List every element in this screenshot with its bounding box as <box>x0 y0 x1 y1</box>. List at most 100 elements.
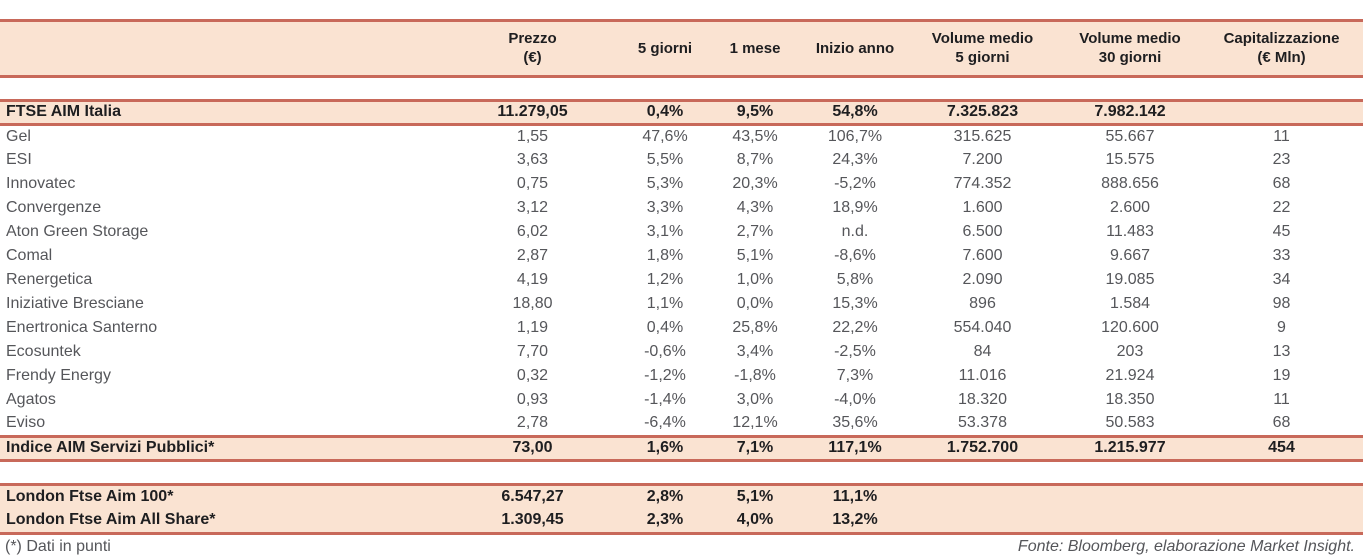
cell-value: 11 <box>1200 124 1363 148</box>
cell-value <box>905 508 1060 532</box>
cell-value: n.d. <box>805 220 905 244</box>
cell-value: -5,2% <box>805 172 905 196</box>
cell-value: 35,6% <box>805 412 905 436</box>
cell-value: -0,6% <box>625 340 705 364</box>
market-insight-table-page: Prezzo (€) 5 giorni 1 mese Inizio anno <box>0 19 1363 555</box>
row-label: FTSE AIM Italia <box>0 98 440 126</box>
cell-value: 55.667 <box>1060 124 1200 148</box>
column-header-volume-medio-30-giorni: Volume medio 30 giorni <box>1060 22 1200 78</box>
cell-value: 5,8% <box>805 268 905 292</box>
row-label: Aton Green Storage <box>0 220 440 244</box>
table-row: Aton Green Storage 6,02 3,1% 2,7% n.d. 6.500 1… <box>0 220 1363 244</box>
cell-value: 454 <box>1200 434 1363 462</box>
cell-value: 7,3% <box>805 364 905 388</box>
header-line1: Volume medio <box>1079 29 1181 47</box>
aim-italia-market-table: Prezzo (€) 5 giorni 1 mese Inizio anno <box>0 22 1363 532</box>
cell-value: 13 <box>1200 340 1363 364</box>
cell-value: 1.584 <box>1060 292 1200 316</box>
header-line2: (€) <box>523 49 542 67</box>
header-line1: Prezzo <box>508 29 557 47</box>
cell-value: 22 <box>1200 196 1363 220</box>
cell-value: 11.483 <box>1060 220 1200 244</box>
cell-value: 21.924 <box>1060 364 1200 388</box>
cell-value: 2,7% <box>705 220 805 244</box>
cell-value: 73,00 <box>440 434 625 462</box>
cell-value: -1,4% <box>625 388 705 412</box>
table-row: Convergenze 3,12 3,3% 4,3% 18,9% 1.600 2.600 22 <box>0 196 1363 220</box>
row-label: Agatos <box>0 388 440 412</box>
cell-value: 0,4% <box>625 98 705 126</box>
column-header-1-mese: 1 mese <box>705 22 805 78</box>
cell-value: 1,55 <box>440 124 625 148</box>
column-header-capitalizzazione: Capitalizzazione (€ Mln) <box>1200 22 1363 78</box>
cell-value: 15,3% <box>805 292 905 316</box>
table-row: London Ftse Aim 100* 6.547,27 2,8% 5,1% 11,1… <box>0 482 1363 508</box>
cell-value: 0,4% <box>625 316 705 340</box>
cell-value: -4,0% <box>805 388 905 412</box>
cell-value: 1,2% <box>625 268 705 292</box>
header-row: Prezzo (€) 5 giorni 1 mese Inizio anno <box>0 22 1363 78</box>
cell-value: 5,1% <box>705 244 805 268</box>
cell-value: 9,5% <box>705 98 805 126</box>
cell-value: 5,1% <box>705 482 805 508</box>
cell-value: 7.200 <box>905 148 1060 172</box>
cell-value: 1,0% <box>705 268 805 292</box>
cell-value: 0,0% <box>705 292 805 316</box>
cell-value: 315.625 <box>905 124 1060 148</box>
cell-value: 84 <box>905 340 1060 364</box>
table-row: Comal 2,87 1,8% 5,1% -8,6% 7.600 9.667 33 <box>0 244 1363 268</box>
cell-value: 1,8% <box>625 244 705 268</box>
table-row: Indice AIM Servizi Pubblici* 73,00 1,6% 7,1… <box>0 434 1363 462</box>
cell-value: 25,8% <box>705 316 805 340</box>
cell-value: 18,80 <box>440 292 625 316</box>
cell-value: 106,7% <box>805 124 905 148</box>
cell-value <box>1200 508 1363 532</box>
row-label: ESI <box>0 148 440 172</box>
cell-value: 11.016 <box>905 364 1060 388</box>
cell-value: 47,6% <box>625 124 705 148</box>
cell-value: 5,3% <box>625 172 705 196</box>
header-line1: Capitalizzazione <box>1223 29 1340 47</box>
cell-value: 7,1% <box>705 434 805 462</box>
header-line2: (€ Mln) <box>1257 49 1306 67</box>
cell-value: -8,6% <box>805 244 905 268</box>
cell-value: 1.309,45 <box>440 508 625 532</box>
row-label: Enertronica Santerno <box>0 316 440 340</box>
cell-value: 8,7% <box>705 148 805 172</box>
header-line1: Inizio anno <box>815 39 895 57</box>
cell-value: 43,5% <box>705 124 805 148</box>
table-row: ESI 3,63 5,5% 8,7% 24,3% 7.200 15.575 23 <box>0 148 1363 172</box>
cell-value: 896 <box>905 292 1060 316</box>
cell-value: 2,3% <box>625 508 705 532</box>
cell-value: 0,93 <box>440 388 625 412</box>
row-label: Innovatec <box>0 172 440 196</box>
table-row: Iniziative Bresciane 18,80 1,1% 0,0% 15,3% 89… <box>0 292 1363 316</box>
row-label: Frendy Energy <box>0 364 440 388</box>
cell-value: 5,5% <box>625 148 705 172</box>
cell-value: 3,12 <box>440 196 625 220</box>
section-gap <box>0 460 1363 484</box>
cell-value: 2,78 <box>440 412 625 436</box>
cell-value: 1,19 <box>440 316 625 340</box>
cell-value: 11 <box>1200 388 1363 412</box>
source-note: Fonte: Bloomberg, elaborazione Market In… <box>1017 538 1355 555</box>
cell-value: 2.090 <box>905 268 1060 292</box>
row-label: Convergenze <box>0 196 440 220</box>
row-label: Eviso <box>0 412 440 436</box>
cell-value: 24,3% <box>805 148 905 172</box>
cell-value: 4,3% <box>705 196 805 220</box>
cell-value: 23 <box>1200 148 1363 172</box>
cell-value: 19.085 <box>1060 268 1200 292</box>
cell-value: 15.575 <box>1060 148 1200 172</box>
table-row: Frendy Energy 0,32 -1,2% -1,8% 7,3% 11.016 21.… <box>0 364 1363 388</box>
row-label: Renergetica <box>0 268 440 292</box>
cell-value: 7.600 <box>905 244 1060 268</box>
cell-value: 22,2% <box>805 316 905 340</box>
row-label: Comal <box>0 244 440 268</box>
cell-value: -2,5% <box>805 340 905 364</box>
row-label: London Ftse Aim All Share* <box>0 508 440 532</box>
cell-value: 4,19 <box>440 268 625 292</box>
section-gap-cell <box>0 76 1363 100</box>
market-table-frame: Prezzo (€) 5 giorni 1 mese Inizio anno <box>0 19 1363 535</box>
cell-value: 45 <box>1200 220 1363 244</box>
